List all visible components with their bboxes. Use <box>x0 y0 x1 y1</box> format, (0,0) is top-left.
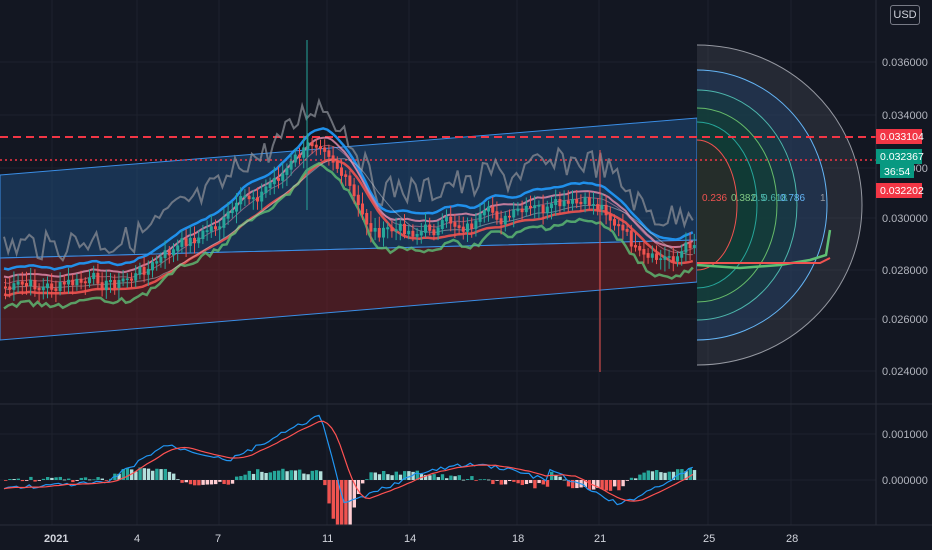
price-tick-1: 0.034000 <box>882 110 928 122</box>
time-label-28: 28 <box>786 533 798 545</box>
candlesticks <box>4 40 696 372</box>
currency-button[interactable]: USD <box>890 5 920 25</box>
fib-label-0618: 0.618 <box>762 193 787 204</box>
countdown-bg <box>880 164 914 178</box>
countdown-timer: 36:54 <box>884 166 910 178</box>
time-label-2021: 2021 <box>44 533 68 545</box>
price-axis[interactable]: 0.036000 0.034000 0.032000 0.030000 0.02… <box>875 0 932 525</box>
price-tag-dashed: 0.033104 <box>880 131 924 143</box>
time-label-21: 21 <box>594 533 606 545</box>
time-label-7: 7 <box>215 533 221 545</box>
time-label-25: 25 <box>703 533 715 545</box>
fib-labels: 0.236 0.382 0.5 0.618 0.786 1 <box>702 193 826 204</box>
fib-label-05: 0.5 <box>752 193 766 204</box>
price-tag-last-bg <box>876 149 922 164</box>
price-tag-dotted-bg <box>876 183 922 198</box>
price-tick-6: 0.024000 <box>882 366 928 378</box>
fib-label-1: 1 <box>820 193 826 204</box>
time-label-18: 18 <box>512 533 524 545</box>
price-tick-0: 0.036000 <box>882 57 928 69</box>
time-label-14: 14 <box>404 533 416 545</box>
price-tick-5: 0.026000 <box>882 314 928 326</box>
macd-tick-0: 0.001000 <box>882 429 928 441</box>
time-label-11: 11 <box>322 533 333 545</box>
fib-label-0786: 0.786 <box>780 193 805 204</box>
macd-axis[interactable]: 0.001000 0.000000 <box>0 403 932 487</box>
price-tag-last: 0.032367 <box>880 151 924 163</box>
macd-tick-1: 0.000000 <box>882 475 928 487</box>
macd-pane <box>3 414 697 544</box>
price-tag-dashed-bg <box>876 129 922 144</box>
fib-label-0236: 0.236 <box>702 193 727 204</box>
fib-label-0382: 0.382 <box>731 193 756 204</box>
price-tick-4: 0.028000 <box>882 265 928 277</box>
price-tag-dotted: 0.032202 <box>880 185 924 197</box>
price-tick-3: 0.030000 <box>882 213 928 225</box>
time-axis[interactable]: 2021 4 7 11 14 18 21 25 28 <box>0 524 932 550</box>
time-label-4: 4 <box>134 533 140 545</box>
